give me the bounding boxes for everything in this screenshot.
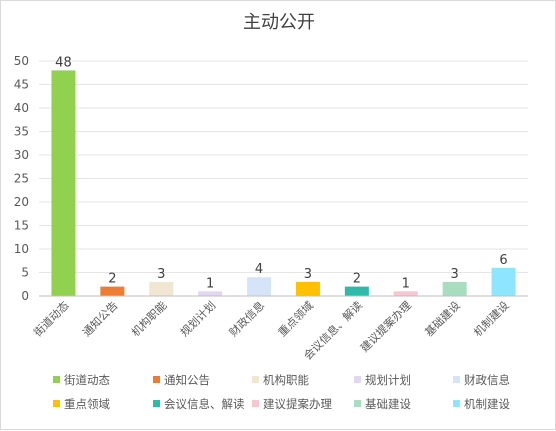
- bar: [491, 267, 516, 296]
- data-label: 4: [255, 262, 263, 277]
- x-tick-label: 规划计划: [177, 298, 218, 339]
- legend-item: 机构职能: [252, 373, 309, 387]
- legend-label: 会议信息、解读: [164, 397, 245, 411]
- x-tick-label: 机构职能: [128, 298, 169, 339]
- legend-label: 财政信息: [464, 373, 510, 387]
- legend-swatch: [252, 400, 259, 407]
- legend-item: 会议信息、解读: [153, 397, 245, 411]
- legend-swatch: [354, 376, 361, 383]
- data-label: 3: [157, 267, 165, 282]
- bar: [198, 291, 223, 296]
- y-tick-label: 5: [21, 266, 29, 280]
- legend-swatch: [252, 376, 259, 383]
- y-tick-label: 30: [14, 148, 29, 162]
- legend-swatch: [53, 376, 60, 383]
- bar: [100, 286, 125, 296]
- data-label: 3: [304, 267, 312, 282]
- y-axis-ticks: 0 5 10 15 20 25 30 35 40 45 50: [14, 54, 29, 303]
- bar: [149, 281, 174, 296]
- legend-label: 街道动态: [64, 373, 110, 387]
- legend-item: 通知公告: [153, 373, 210, 387]
- legend-item: 规划计划: [354, 373, 411, 387]
- legend-swatch: [354, 400, 361, 407]
- bar: [442, 281, 467, 296]
- x-tick-label: 财政信息: [226, 298, 267, 339]
- legend-item: 街道动态: [53, 373, 110, 387]
- legend-label: 建议提案办理: [263, 397, 332, 411]
- data-label: 2: [108, 272, 116, 287]
- x-tick-label: 重点领域: [275, 298, 316, 339]
- data-label: 3: [451, 267, 459, 282]
- legend-swatch: [453, 400, 460, 407]
- legend-label: 通知公告: [164, 373, 210, 387]
- legend-label: 基础建设: [365, 397, 411, 411]
- y-tick-label: 20: [14, 195, 29, 209]
- bar: [393, 291, 418, 296]
- legend-label: 机构职能: [263, 373, 309, 387]
- bars: [51, 70, 516, 297]
- chart-title: 主动公开: [243, 12, 315, 33]
- data-labels: 48 2 3 1 4 3 2 1 3 6: [55, 55, 508, 291]
- legend-item: 基础建设: [354, 397, 411, 411]
- data-label: 6: [499, 253, 507, 268]
- y-tick-label: 10: [14, 242, 29, 256]
- legend-swatch: [153, 376, 160, 383]
- legend-label: 重点领域: [64, 397, 110, 411]
- y-tick-label: 40: [14, 101, 29, 115]
- x-tick-label: 机制建设: [471, 298, 512, 339]
- legend-item: 重点领域: [53, 397, 110, 411]
- legend-label: 规划计划: [365, 373, 411, 387]
- x-tick-label: 基础建设: [422, 298, 463, 339]
- legend-label: 机制建设: [464, 397, 510, 411]
- legend-item: 财政信息: [453, 373, 510, 387]
- data-label: 2: [353, 272, 361, 287]
- y-tick-label: 15: [14, 219, 29, 233]
- x-tick-label: 街道动态: [31, 298, 72, 339]
- bar: [295, 281, 320, 296]
- legend-swatch: [53, 400, 60, 407]
- y-tick-label: 25: [14, 172, 29, 186]
- bar: [51, 70, 76, 297]
- legend-item: 建议提案办理: [252, 397, 332, 411]
- bar: [344, 286, 369, 296]
- legend-swatch: [153, 400, 160, 407]
- legend-swatch: [453, 376, 460, 383]
- y-tick-label: 35: [14, 125, 29, 139]
- x-tick-label: 建议提案办理: [357, 298, 414, 355]
- data-label: 1: [402, 276, 410, 291]
- data-label: 48: [55, 55, 72, 70]
- x-tick-label: 通知公告: [79, 298, 120, 339]
- y-tick-label: 50: [14, 54, 29, 68]
- bar: [247, 277, 272, 296]
- y-tick-label: 45: [14, 78, 29, 92]
- data-label: 1: [206, 276, 214, 291]
- legend-item: 机制建设: [453, 397, 510, 411]
- grid-layer: [39, 60, 528, 273]
- y-tick-label: 0: [21, 289, 29, 303]
